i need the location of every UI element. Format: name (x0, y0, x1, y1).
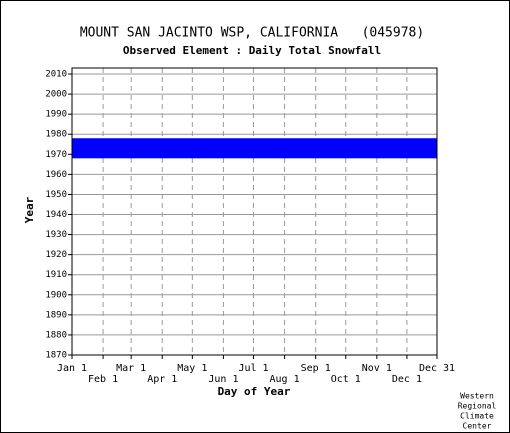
y-tick-label: 1990 (45, 110, 67, 120)
x-tick-label: Apr 1 (147, 374, 177, 385)
y-tick-label: 1920 (45, 250, 67, 260)
x-tick-label: Mar 1 (116, 363, 146, 374)
x-tick-label: Feb 1 (88, 374, 118, 385)
y-tick-label: 1980 (45, 130, 67, 140)
y-tick-label: 1880 (45, 330, 67, 340)
credit-line: Regional (458, 402, 497, 411)
x-tick-label: Jun 1 (208, 374, 238, 385)
x-tick-label: Dec 1 (392, 374, 422, 385)
y-tick-label: 1870 (45, 351, 67, 361)
x-tick-label: Jan 1 (57, 363, 87, 374)
y-tick-label: 1970 (45, 150, 67, 160)
data-band (72, 138, 437, 159)
x-tick-label: Nov 1 (362, 363, 392, 374)
credit-line: Center (463, 422, 492, 431)
x-tick-label: Oct 1 (331, 374, 361, 385)
y-tick-label: 1950 (45, 190, 67, 200)
x-tick-label: Sep 1 (301, 363, 331, 374)
x-tick-label: Aug 1 (270, 374, 300, 385)
credit-line: Climate (460, 412, 494, 421)
x-tick-label: Jul 1 (238, 363, 268, 374)
chart-title: MOUNT SAN JACINTO WSP, CALIFORNIA (04597… (80, 26, 424, 41)
chart-subtitle: Observed Element : Daily Total Snowfall (123, 44, 381, 57)
y-tick-label: 1910 (45, 270, 67, 280)
y-tick-label: 1900 (45, 290, 67, 300)
plot-border (71, 67, 438, 356)
x-tick-label: Dec 31 (419, 363, 455, 374)
y-tick-label: 1930 (45, 230, 67, 240)
x-axis-label: Day of Year (218, 385, 291, 398)
y-tick-label: 1890 (45, 310, 67, 320)
y-tick-label: 2010 (45, 70, 67, 80)
y-tick-label: 1940 (45, 210, 67, 220)
x-tick-label: May 1 (177, 363, 207, 374)
y-axis-label: Year (23, 196, 36, 223)
credit-line: Western (460, 392, 494, 401)
y-tick-label: 2000 (45, 90, 67, 100)
y-tick-label: 1960 (45, 170, 67, 180)
